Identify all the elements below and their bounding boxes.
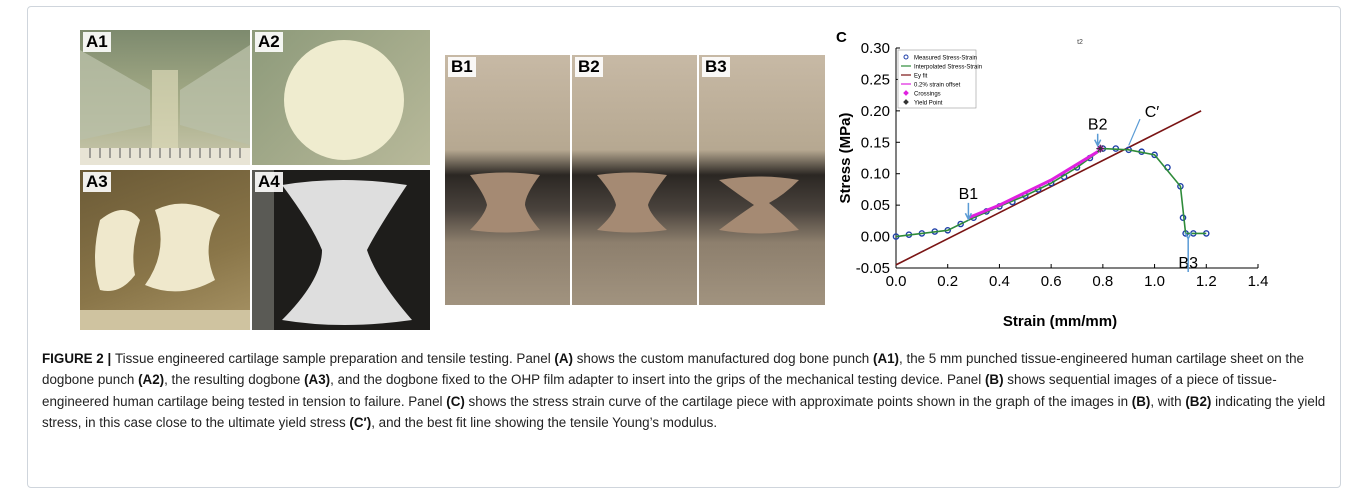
panel-label: C	[836, 30, 847, 46]
legend-label: 0.2% strain offset	[914, 83, 961, 89]
annotation-arrow	[1129, 119, 1140, 145]
panel-label: B1	[448, 57, 476, 77]
annotation-arrow	[1095, 134, 1101, 146]
caption-text: , the resulting dogbone	[164, 372, 304, 387]
x-tick-label: 0.6	[1041, 273, 1062, 290]
legend: Measured Stress-Strain Interpolated Stres…	[898, 50, 982, 108]
panel-label: B2	[575, 57, 603, 77]
panel-label: A4	[255, 172, 283, 192]
photo-a4: A4	[252, 170, 430, 330]
caption-text: (A3)	[304, 372, 330, 387]
legend-label: Ey fit	[914, 74, 928, 80]
chart: C t2 Strain (mm/mm) Stress (MPa) -0.050.…	[830, 30, 1300, 330]
caption-text: Tissue engineered cartilage sample prepa…	[115, 351, 554, 366]
photo-art	[445, 55, 570, 305]
y-tick-label: 0.05	[861, 197, 890, 214]
y-tick-label: 0.25	[861, 71, 890, 88]
caption: FIGURE 2 | Tissue engineered cartilage s…	[42, 348, 1332, 434]
panel-label: A3	[83, 172, 111, 192]
photo-a2: A2	[252, 30, 430, 165]
panel-label: B3	[702, 57, 730, 77]
caption-text: , with	[1150, 394, 1185, 409]
x-tick-label: 0.4	[989, 273, 1010, 290]
legend-label: Crossings	[914, 92, 941, 98]
series-line	[896, 149, 1206, 237]
series-line	[968, 152, 1097, 218]
x-axis-label: Strain (mm/mm)	[1003, 313, 1117, 330]
x-tick-label: 1.0	[1144, 273, 1165, 290]
caption-text: FIGURE 2 |	[42, 351, 115, 366]
annotation: B1	[959, 186, 979, 203]
caption-text: , and the best fit line showing the tens…	[371, 415, 717, 430]
photo-b3: B3	[699, 55, 825, 305]
caption-text: (B2)	[1185, 394, 1211, 409]
page: {"panels": [ {"label": "A1"}, {"label": …	[0, 0, 1357, 494]
x-tick-label: 0.2	[937, 273, 958, 290]
photo-art	[699, 55, 825, 305]
x-tick-label: 0.0	[886, 273, 907, 290]
x-tick-label: 0.8	[1092, 273, 1113, 290]
photo-b1: B1	[445, 55, 570, 305]
photo-a3: A3	[80, 170, 250, 330]
y-tick-label: 0.10	[861, 166, 890, 183]
series-line	[896, 111, 1201, 265]
y-tick-label: 0.15	[861, 134, 890, 151]
annotation: C′	[1145, 104, 1160, 121]
caption-text: (A1)	[873, 351, 899, 366]
photo-art	[80, 170, 250, 330]
photo-art	[252, 170, 430, 330]
caption-text: (A)	[554, 351, 573, 366]
caption-text: (C′)	[349, 415, 371, 430]
panel-label: A1	[83, 32, 111, 52]
caption-text: (B)	[1132, 394, 1151, 409]
panel-label: A2	[255, 32, 283, 52]
chart-title: t2	[1077, 39, 1083, 46]
photo-b2: B2	[572, 55, 697, 305]
y-tick-label: 0.00	[861, 229, 890, 246]
caption-text: (A2)	[138, 372, 164, 387]
photo-a1: A1	[80, 30, 250, 165]
caption-text: , and the dogbone fixed to the OHP film …	[330, 372, 985, 387]
x-tick-label: 1.4	[1248, 273, 1269, 290]
y-tick-label: 0.30	[861, 40, 890, 57]
x-tick-label: 1.2	[1196, 273, 1217, 290]
legend-label: Measured Stress-Strain	[914, 56, 977, 62]
legend-label: Interpolated Stress-Strain	[914, 65, 982, 71]
caption-text: (B)	[985, 372, 1004, 387]
caption-text: (C)	[446, 394, 465, 409]
caption-text: shows the custom manufactured dog bone p…	[573, 351, 873, 366]
photo-art	[572, 55, 697, 305]
y-axis-label: Stress (MPa)	[837, 113, 854, 204]
legend-label: Yield Point	[914, 101, 943, 107]
y-tick-label: 0.20	[861, 103, 890, 120]
caption-text: shows the stress strain curve of the car…	[465, 394, 1132, 409]
annotation: B2	[1088, 117, 1108, 134]
